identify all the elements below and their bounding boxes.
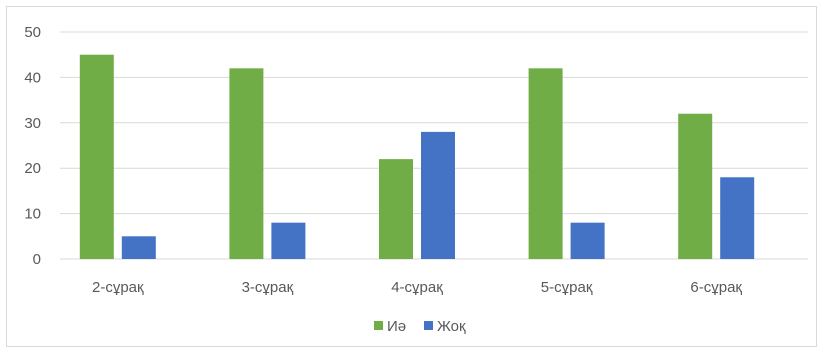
bar xyxy=(528,68,563,259)
bar xyxy=(678,113,713,259)
y-tick-label: 10 xyxy=(24,206,41,223)
y-tick-label: 40 xyxy=(24,69,41,86)
x-tick-label: 2-сұрақ xyxy=(92,279,144,296)
y-tick-label: 20 xyxy=(24,160,41,177)
legend-swatch xyxy=(424,321,433,330)
x-tick-label: 5-сұрақ xyxy=(541,279,593,296)
bar xyxy=(570,222,605,259)
bar xyxy=(271,222,306,259)
y-axis-ticks: 0 10 20 30 40 50 xyxy=(24,24,41,268)
y-tick-label: 0 xyxy=(33,251,41,268)
x-tick-label: 4-сұрақ xyxy=(391,279,443,296)
legend-swatch xyxy=(374,321,383,330)
bar xyxy=(229,68,264,259)
legend: Иә Жоқ xyxy=(374,318,466,335)
bar xyxy=(421,131,455,259)
bar xyxy=(121,236,156,259)
bar xyxy=(379,159,413,259)
bar xyxy=(720,177,755,259)
bar xyxy=(79,54,114,260)
x-tick-label: 3-сұрақ xyxy=(242,279,294,296)
legend-label: Иә xyxy=(387,318,406,335)
x-axis-ticks: 2-сұрақ 3-сұрақ 4-сұрақ 5-сұрақ 6-сұрақ xyxy=(92,279,742,296)
x-tick-label: 6-сұрақ xyxy=(690,279,742,296)
y-tick-label: 50 xyxy=(24,24,41,41)
legend-label: Жоқ xyxy=(437,318,466,335)
bars xyxy=(79,54,755,260)
y-tick-label: 30 xyxy=(24,115,41,132)
